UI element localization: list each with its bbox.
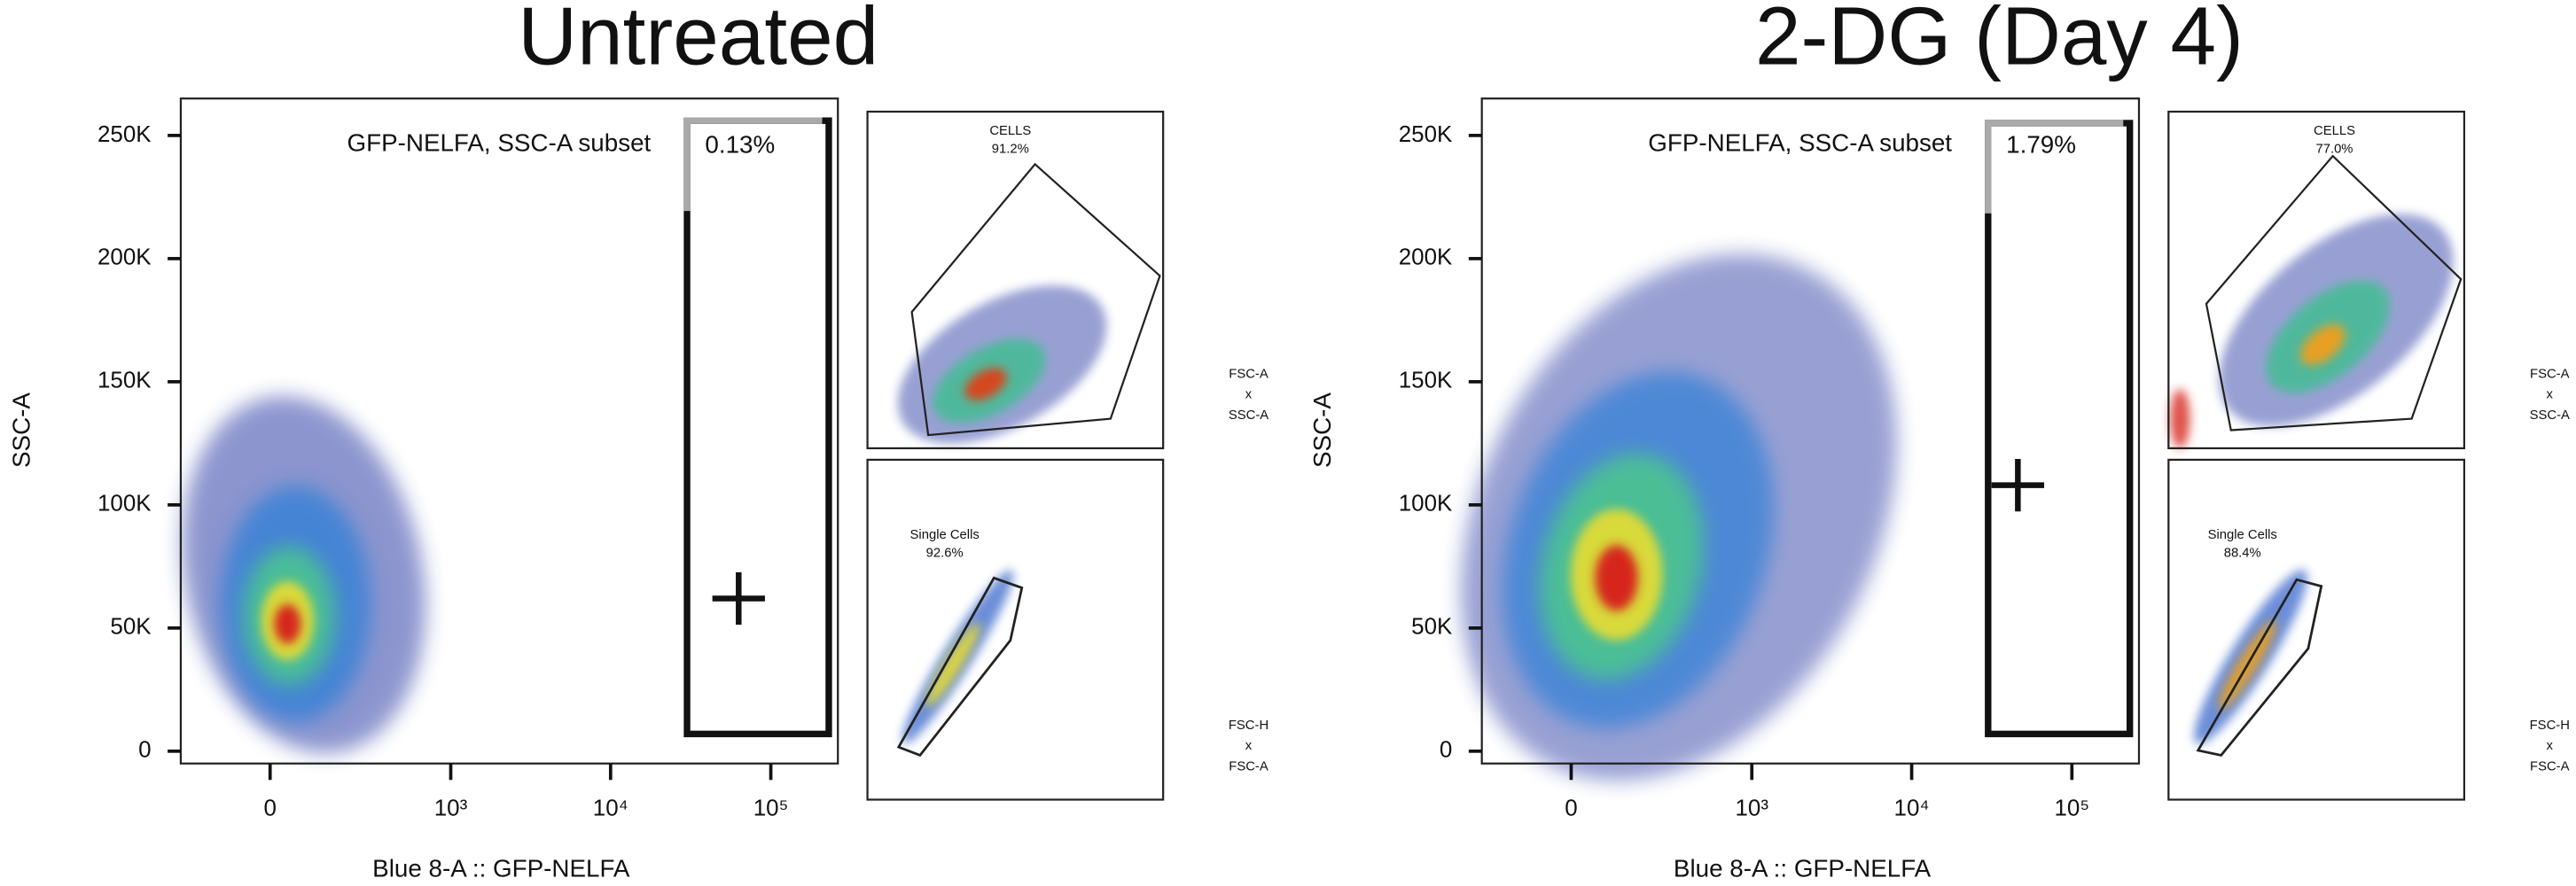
y-tick-label: 250K (1399, 122, 1453, 147)
gate-name: GFP-NELFA, SSC-A subset (347, 128, 652, 156)
x-tick-label: 10³ (1735, 796, 1768, 820)
x-tick-label: 10³ (434, 796, 468, 820)
inset-axis-label: FSC-A (1229, 759, 1268, 773)
y-tick-label: 150K (1399, 369, 1453, 393)
y-tick-label: 100K (1399, 492, 1453, 517)
x-tick-label: 10⁵ (753, 796, 789, 820)
inset-axis-label: FSC-H (1229, 719, 1268, 733)
inset-frame (866, 458, 1165, 801)
y-axis-label: SSC-A (7, 392, 35, 468)
x-tick-label: 0 (263, 796, 276, 820)
y-tick-label: 150K (98, 369, 152, 393)
inset-gate-name: CELLS (2314, 124, 2355, 138)
inset-axis-label: x (1245, 739, 1253, 753)
y-tick-label: 0 (1440, 738, 1452, 763)
gate-highlight (683, 117, 823, 212)
y-tick-label: 0 (138, 738, 151, 763)
inset-axis-label: FSC-A (2530, 367, 2570, 381)
inset-frame (2167, 458, 2466, 801)
inset-axis-label: FSC-H (2530, 719, 2570, 733)
y-tick-label: 200K (1399, 245, 1453, 270)
median-cross (1991, 458, 2045, 512)
inset-axis-label: FSC-A (1229, 367, 1268, 381)
density-cloud (1461, 214, 2454, 781)
y-tick-label: 100K (98, 492, 152, 517)
inset-gate (910, 162, 1161, 437)
inset-axis-label: x (2547, 739, 2554, 753)
y-tick-label: 200K (98, 245, 152, 270)
inset-gate (2205, 154, 2463, 431)
inset-gate-name: Single Cells (2208, 528, 2277, 542)
inset-gate-percent: 77.0% (2315, 143, 2353, 157)
x-tick-label: 10⁴ (593, 796, 628, 820)
inset-axis-label: SSC-A (1229, 408, 1268, 423)
y-axis-label: SSC-A (1308, 392, 1336, 468)
inset-axis-label: x (2547, 388, 2554, 402)
density-cloud (182, 285, 1107, 753)
inset-gate-percent: 88.4% (2224, 546, 2261, 560)
inset-gate-percent: 92.6% (926, 546, 964, 560)
plot-frame (1480, 97, 2141, 765)
y-tick-label: 250K (98, 122, 152, 147)
x-tick-label: 10⁴ (1894, 796, 1930, 820)
inset-axis-label: FSC-A (2530, 759, 2570, 773)
inset-gate (2196, 578, 2323, 758)
inset-gate-name: CELLS (989, 124, 1031, 138)
inset-gate-percent: 91.2% (992, 143, 1029, 157)
gate (1985, 120, 2134, 738)
x-tick-label: 10⁵ (2055, 796, 2090, 820)
gate-name: GFP-NELFA, SSC-A subset (1648, 128, 1952, 156)
y-tick-label: 50K (1411, 615, 1453, 640)
inset-gate-name: Single Cells (910, 528, 980, 542)
inset-axis-label: SSC-A (2530, 408, 2570, 423)
x-axis-label: Blue 8-A :: GFP-NELFA (372, 855, 630, 882)
inset-frame (866, 110, 1165, 450)
plot-frame (179, 97, 839, 765)
gate-percent: 1.79% (2006, 130, 2076, 158)
inset-frame (2167, 110, 2466, 450)
gate (683, 117, 832, 738)
chart-title: 2-DG (Day 4) (1755, 0, 2244, 82)
y-tick-label: 50K (110, 615, 152, 640)
x-tick-label: 0 (1565, 796, 1577, 820)
median-cross (712, 571, 765, 626)
gate-percent: 0.13% (705, 130, 775, 158)
inset-axis-label: x (1245, 388, 1253, 402)
gate-highlight (1985, 120, 2124, 214)
inset-gate (896, 576, 1024, 758)
chart-title: Untreated (518, 0, 878, 82)
x-axis-label: Blue 8-A :: GFP-NELFA (1674, 855, 1932, 882)
